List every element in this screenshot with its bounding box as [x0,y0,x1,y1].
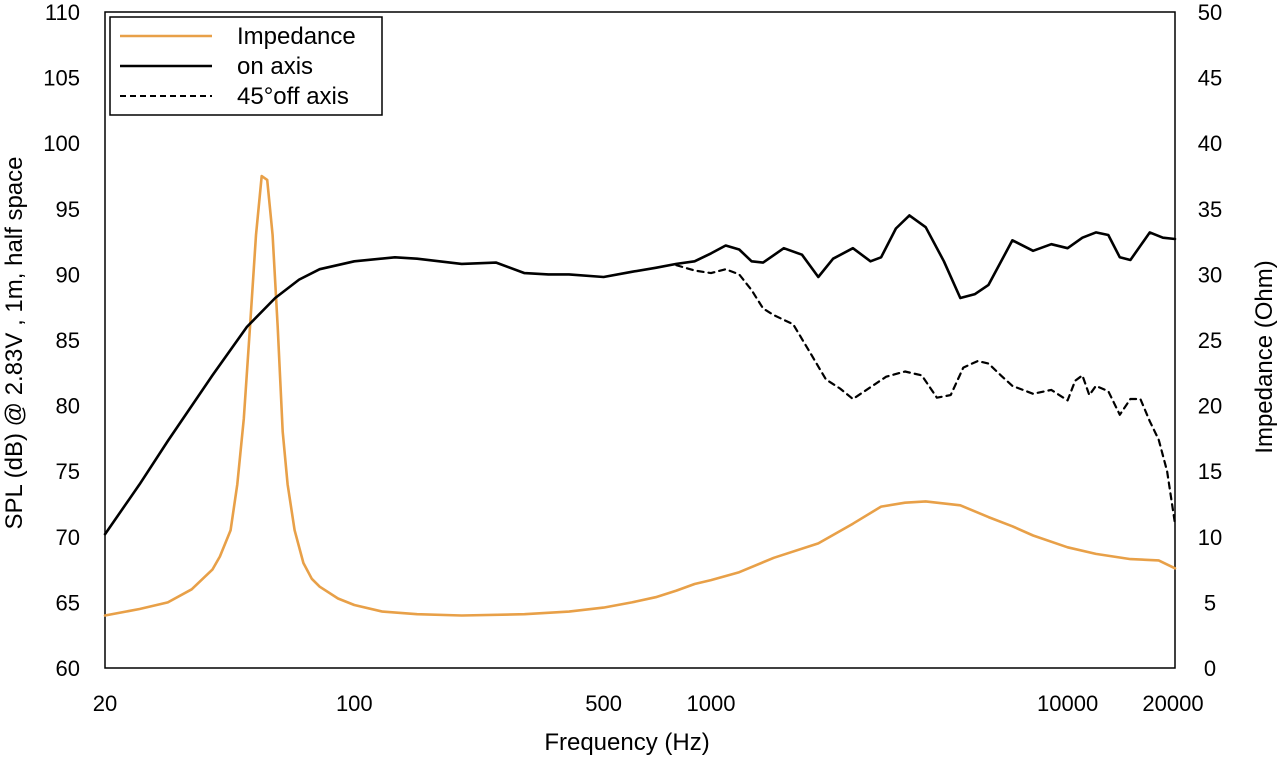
right-y-axis: 0 5 10 15 20 25 30 35 40 45 50 [1198,0,1222,681]
series-line-impedance [103,174,1177,617]
legend-label-on-axis: on axis [237,53,313,80]
right-y-tick-label: 15 [1198,459,1222,484]
left-y-axis-title: SPL (dB) @ 2.83V , 1m, half space [1,157,28,530]
right-y-tick-label: 0 [1204,656,1216,681]
legend-label-off-axis: 45°off axis [237,83,349,110]
series-line-45-off-axis [675,264,1177,525]
left-y-tick-label: 95 [56,197,80,222]
legend-box [109,16,383,116]
left-y-tick-label: 105 [43,66,80,91]
plot-frame [104,11,1176,669]
right-y-tick-label: 45 [1198,66,1222,91]
right-y-tick-label: 35 [1198,197,1222,222]
right-y-tick-label: 30 [1198,262,1222,287]
right-y-tick-label: 5 [1204,590,1216,615]
right-y-tick-label: 25 [1198,328,1222,353]
x-tick-label: 10000 [1037,691,1098,716]
left-y-tick-label: 85 [56,328,80,353]
right-y-tick-label: 40 [1198,131,1222,156]
left-y-tick-label: 80 [56,394,80,419]
legend-label-impedance: Impedance [237,23,356,50]
left-y-tick-label: 90 [56,262,80,287]
x-tick-label: 100 [336,691,373,716]
right-y-tick-label: 20 [1198,394,1222,419]
left-y-tick-label: 110 [45,0,80,25]
left-y-tick-label: 65 [56,590,80,615]
x-tick-label: 20000 [1142,691,1203,716]
left-y-tick-label: 75 [56,459,80,484]
left-y-axis: 60 65 70 75 80 85 90 95 100 105 110 [43,0,80,681]
series-group [103,174,1177,617]
left-y-tick-label: 60 [56,656,80,681]
legend: Impedance on axis 45°off axis [109,16,383,116]
x-tick-label: 1000 [686,691,735,716]
x-axis-title: Frequency (Hz) [544,729,709,756]
right-y-tick-label: 10 [1198,525,1222,550]
left-y-tick-label: 100 [43,131,80,156]
left-y-tick-label: 70 [56,525,80,550]
x-tick-label: 20 [93,691,117,716]
series-line-on-axis [103,214,1177,536]
right-y-tick-label: 50 [1198,0,1222,25]
x-tick-label: 500 [585,691,622,716]
right-y-axis-title: Impedance (Ohm) [1251,260,1278,453]
x-axis: 20 100 500 1000 10000 20000 [93,691,1204,716]
